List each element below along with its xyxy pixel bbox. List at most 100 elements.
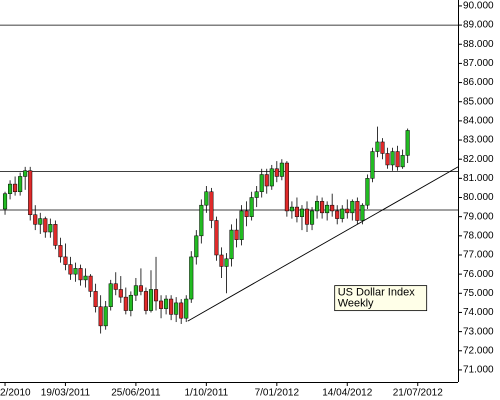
candle-body: [350, 201, 355, 214]
y-tick-label: 75.000: [463, 288, 494, 299]
candle-body: [325, 204, 330, 214]
candle-body: [128, 294, 133, 311]
candle-body: [345, 208, 350, 214]
candle-body: [239, 210, 244, 240]
candle-body: [304, 208, 310, 225]
y-tick-label: 90.000: [463, 1, 494, 12]
y-tick-label: 82.000: [463, 154, 494, 165]
candle-body: [98, 306, 103, 327]
candle-body: [400, 155, 405, 168]
annotation-text: Weekly: [338, 298, 374, 310]
x-tick-label: 21/07/2012: [393, 388, 443, 399]
x-tick-label: 25/06/2011: [111, 388, 161, 399]
y-tick-label: 72.000: [463, 345, 494, 356]
candle-body: [8, 183, 13, 194]
x-tick-label: 1/10/2011: [184, 388, 228, 399]
candle-body: [48, 224, 53, 233]
annotation-text: US Dollar Index: [338, 287, 416, 299]
candle-body: [169, 298, 174, 315]
candle-body: [148, 289, 154, 311]
candle-body: [58, 245, 63, 258]
candle-body: [123, 296, 128, 311]
candle-body: [395, 151, 400, 168]
candle-body: [360, 204, 365, 221]
candle-body: [320, 201, 325, 214]
x-tick-label: 7/01/2012: [255, 388, 300, 399]
candle-body: [199, 204, 204, 237]
annotation-box: [334, 285, 428, 312]
candle-body: [159, 300, 164, 309]
y-tick-label: 88.000: [463, 39, 494, 50]
candle-body: [224, 258, 229, 267]
candle-body: [174, 302, 179, 315]
y-tick-label: 79.000: [463, 211, 494, 222]
y-tick-label: 86.000: [463, 77, 494, 88]
candle-body: [113, 283, 118, 290]
candle-body: [309, 210, 315, 225]
candle-body: [214, 220, 219, 256]
candle-body: [209, 191, 214, 221]
candle-body: [194, 235, 199, 258]
candle-body: [164, 298, 169, 309]
candle-body: [340, 208, 345, 219]
y-tick-label: 81.000: [463, 173, 494, 184]
candle-body: [118, 289, 123, 298]
candle-body: [204, 191, 209, 206]
candle-body: [370, 151, 375, 179]
candle-body: [143, 291, 149, 311]
y-tick-label: 84.000: [463, 116, 494, 127]
candle-body: [330, 204, 335, 212]
x-tick-label: 19/03/2011: [41, 388, 91, 399]
y-tick-label: 80.000: [463, 192, 494, 203]
y-tick-label: 74.000: [463, 307, 494, 318]
candle-body: [249, 197, 254, 217]
candle-body: [229, 229, 234, 260]
candle-body: [335, 210, 340, 219]
trendline: [187, 166, 459, 322]
y-tick-label: 89.000: [463, 20, 494, 31]
candle-body: [244, 210, 249, 217]
candle-body: [274, 168, 279, 177]
x-tick-label: 14/04/2012: [322, 388, 372, 399]
candle-body: [405, 130, 410, 156]
candle-body: [279, 162, 284, 177]
candle-body: [289, 206, 294, 212]
candle-body: [63, 256, 68, 265]
candle-body: [234, 229, 239, 240]
x-tick-label: 2/2010: [0, 388, 31, 399]
candle-body: [138, 285, 143, 292]
candle-body: [294, 206, 299, 217]
y-tick-label: 71.000: [463, 365, 494, 376]
candle-body: [38, 218, 43, 225]
candle-body: [28, 170, 33, 216]
candle-body: [68, 264, 73, 275]
y-tick-label: 83.000: [463, 135, 494, 146]
candle-body: [18, 176, 23, 193]
y-tick-label: 73.000: [463, 326, 494, 337]
candle-body: [73, 268, 78, 275]
candle-body: [269, 168, 274, 187]
candle-body: [259, 174, 264, 193]
candle-body: [108, 283, 113, 307]
candle-body: [23, 170, 28, 177]
y-tick-label: 87.000: [463, 58, 494, 69]
candle-body: [179, 302, 184, 319]
candle-body: [2, 193, 8, 210]
candle-body: [103, 306, 108, 327]
candle-body: [13, 183, 18, 193]
candle-body: [219, 254, 224, 267]
candle-body: [254, 191, 259, 198]
candle-body: [184, 298, 189, 319]
candle-body: [390, 151, 395, 166]
candle-body: [355, 201, 360, 221]
y-tick-label: 85.000: [463, 96, 494, 107]
candle-body: [284, 162, 289, 212]
y-tick-label: 78.000: [463, 230, 494, 241]
y-tick-label: 76.000: [463, 269, 494, 280]
y-tick-label: 77.000: [463, 250, 494, 261]
candle-body: [78, 268, 83, 281]
candle-body: [189, 256, 194, 300]
candle-body: [133, 285, 138, 296]
candle-body: [53, 224, 58, 246]
candle-body: [365, 178, 370, 206]
